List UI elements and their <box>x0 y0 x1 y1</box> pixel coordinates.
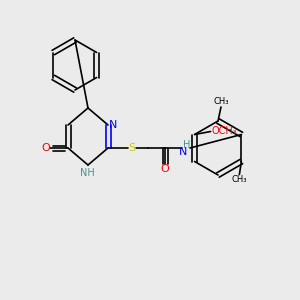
Text: OCH₃: OCH₃ <box>212 127 238 136</box>
Text: O: O <box>160 164 169 174</box>
Text: CH₃: CH₃ <box>213 98 229 106</box>
Text: NH: NH <box>80 168 94 178</box>
Text: N: N <box>179 147 187 157</box>
Text: H: H <box>183 140 191 150</box>
Text: CH₃: CH₃ <box>232 175 247 184</box>
Text: S: S <box>128 143 136 153</box>
Text: N: N <box>109 120 117 130</box>
Text: O: O <box>42 143 50 153</box>
